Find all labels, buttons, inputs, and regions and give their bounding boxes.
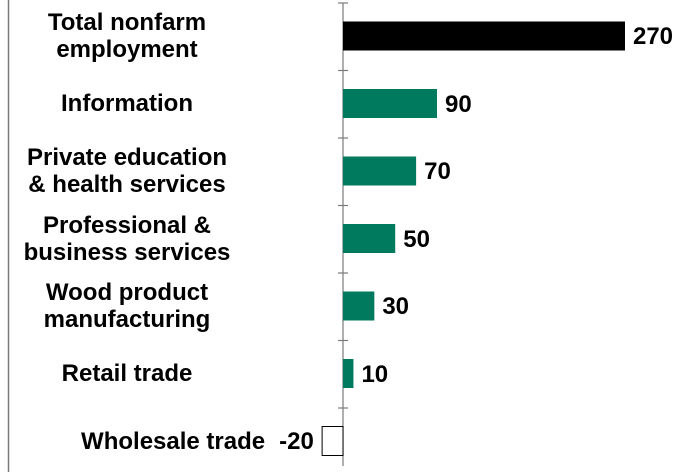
category-label: Wood product manufacturing: [43, 279, 211, 333]
bar: [343, 291, 375, 321]
category-label: Professional & business services: [23, 211, 231, 266]
value-label: 90: [444, 90, 472, 118]
bar: [343, 224, 396, 253]
bar: [343, 21, 625, 51]
category-label: Private education & health services: [26, 144, 228, 198]
category-label: Information: [61, 90, 193, 117]
bar: [321, 426, 344, 456]
category-label: Wholesale trade: [81, 427, 266, 455]
value-label: 270: [632, 23, 674, 50]
category-label: Total nonfarm employment: [47, 9, 207, 63]
bar: [343, 359, 354, 388]
bar: [343, 89, 437, 118]
value-label: 70: [424, 158, 451, 185]
value-label: -20: [279, 428, 314, 455]
bar: [343, 156, 417, 186]
value-label: 30: [382, 293, 410, 320]
category-label: Retail trade: [61, 360, 193, 387]
value-label: 10: [361, 360, 389, 388]
value-label: 50: [403, 225, 430, 253]
